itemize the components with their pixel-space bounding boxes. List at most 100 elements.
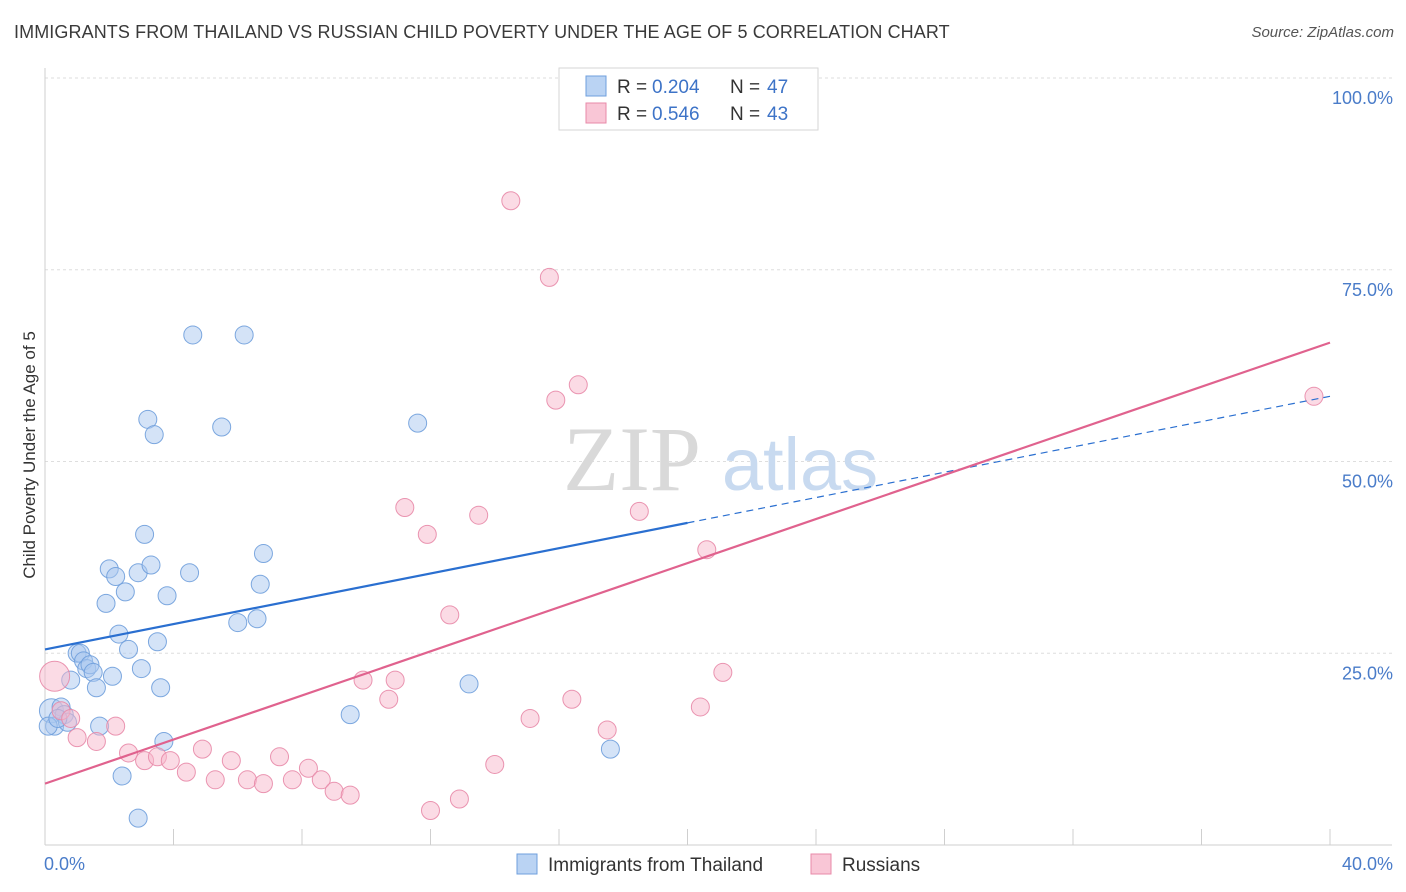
russians-point-15 bbox=[253, 774, 273, 794]
russians-point-3 bbox=[67, 728, 87, 748]
russians-point-5 bbox=[106, 716, 126, 736]
russians-point-35 bbox=[546, 390, 566, 410]
russians-point-9 bbox=[160, 751, 180, 771]
thailand-trend-line bbox=[44, 521, 688, 651]
thailand-point-16 bbox=[102, 666, 122, 686]
russians-point-12 bbox=[205, 770, 225, 790]
russians-point-36 bbox=[562, 689, 582, 709]
russians-point-43 bbox=[1304, 386, 1324, 406]
thailand-point-13 bbox=[90, 716, 110, 736]
thailand-point-32 bbox=[157, 586, 177, 606]
thailand-point-17 bbox=[106, 567, 126, 587]
y-tick-label-25: 25.0% bbox=[1342, 663, 1393, 683]
russians-point-38 bbox=[597, 720, 617, 740]
russians-point-2 bbox=[61, 708, 81, 728]
russians-point-26 bbox=[417, 524, 437, 544]
legend-n-label-russians: N = bbox=[730, 104, 760, 125]
bottom-legend-label-thailand: Immigrants from Thailand bbox=[548, 855, 763, 876]
thailand-point-35 bbox=[212, 417, 232, 437]
thailand-point-39 bbox=[250, 574, 270, 594]
thailand-point-14 bbox=[96, 593, 116, 613]
thailand-point-33 bbox=[180, 563, 200, 583]
thailand-point-42 bbox=[408, 413, 428, 433]
russians-point-17 bbox=[282, 770, 302, 790]
russians-point-25 bbox=[395, 498, 415, 518]
thailand-point-25 bbox=[135, 524, 155, 544]
thailand-trend-extension bbox=[687, 395, 1331, 524]
russians-point-10 bbox=[176, 762, 196, 782]
thailand-point-43 bbox=[459, 674, 479, 694]
legend-n-value-russians: 43 bbox=[767, 104, 788, 125]
x-tick-label-min: 0.0% bbox=[44, 854, 85, 874]
watermark: ZIP atlas bbox=[563, 408, 878, 510]
russians-point-14 bbox=[237, 770, 257, 790]
thailand-point-37 bbox=[234, 325, 254, 345]
y-axis-title: Child Poverty Under the Age of 5 bbox=[20, 331, 39, 579]
legend-swatch-russians bbox=[585, 102, 607, 124]
bottom-legend-label-russians: Russians bbox=[842, 855, 920, 876]
bottom-legend-swatch-thailand bbox=[516, 853, 538, 875]
legend-n-label-thailand: N = bbox=[730, 77, 760, 98]
russians-point-31 bbox=[485, 754, 505, 774]
legend-r-value-russians: 0.546 bbox=[652, 104, 700, 125]
russians-point-32 bbox=[501, 191, 521, 211]
russians-point-13 bbox=[221, 751, 241, 771]
russians-point-19 bbox=[311, 770, 331, 790]
russians-point-23 bbox=[379, 689, 399, 709]
russians-point-0 bbox=[39, 660, 71, 692]
russians-point-42 bbox=[713, 662, 733, 682]
russians-point-18 bbox=[298, 758, 318, 778]
y-tick-label-75: 75.0% bbox=[1342, 280, 1393, 300]
thailand-point-28 bbox=[144, 425, 164, 445]
russians-point-21 bbox=[340, 785, 360, 805]
russians-point-4 bbox=[86, 731, 106, 751]
russians-point-33 bbox=[520, 708, 540, 728]
russians-point-24 bbox=[385, 670, 405, 690]
data-points bbox=[38, 191, 1324, 828]
thailand-point-27 bbox=[141, 555, 161, 575]
legend-n-value-thailand: 47 bbox=[767, 77, 788, 98]
thailand-point-40 bbox=[253, 544, 273, 564]
legend-r-label-russians: R = bbox=[617, 104, 647, 125]
watermark-zip: ZIP bbox=[563, 408, 701, 510]
thailand-point-29 bbox=[147, 632, 167, 652]
russians-point-11 bbox=[192, 739, 212, 759]
trend-lines bbox=[44, 341, 1331, 785]
russians-point-16 bbox=[270, 747, 290, 767]
x-tick-label-max: 40.0% bbox=[1342, 854, 1393, 874]
thailand-point-21 bbox=[119, 639, 139, 659]
legend-r-value-thailand: 0.204 bbox=[652, 77, 700, 98]
russians-point-20 bbox=[324, 781, 344, 801]
thailand-point-22 bbox=[128, 808, 148, 828]
russians-point-40 bbox=[690, 697, 710, 717]
thailand-point-34 bbox=[183, 325, 203, 345]
russians-point-34 bbox=[539, 267, 559, 287]
thailand-point-19 bbox=[112, 766, 132, 786]
bottom-legend: Immigrants from Thailand Russians bbox=[516, 853, 920, 876]
thailand-point-20 bbox=[115, 582, 135, 602]
y-tick-label-100: 100.0% bbox=[1332, 88, 1393, 108]
russians-point-30 bbox=[469, 505, 489, 525]
legend-swatch-thailand bbox=[585, 75, 607, 97]
thailand-point-12 bbox=[86, 678, 106, 698]
russians-trend-line bbox=[44, 341, 1331, 785]
thailand-point-36 bbox=[228, 613, 248, 633]
thailand-point-11 bbox=[83, 662, 103, 682]
bottom-legend-swatch-russians bbox=[810, 853, 832, 875]
chart-title: IMMIGRANTS FROM THAILAND VS RUSSIAN CHIL… bbox=[14, 22, 950, 42]
thailand-point-41 bbox=[340, 705, 360, 725]
thailand-point-38 bbox=[247, 609, 267, 629]
legend: R = 0.204 N = 47 R = 0.546 N = 43 bbox=[558, 67, 819, 131]
gridlines bbox=[45, 77, 1392, 654]
y-tick-labels: 25.0% 50.0% 75.0% 100.0% bbox=[1332, 88, 1393, 683]
y-tick-label-50: 50.0% bbox=[1342, 472, 1393, 492]
thailand-point-44 bbox=[600, 739, 620, 759]
legend-r-label-thailand: R = bbox=[617, 77, 647, 98]
russians-point-39 bbox=[629, 501, 649, 521]
watermark-atlas: atlas bbox=[722, 423, 878, 506]
russians-point-27 bbox=[421, 800, 440, 820]
russians-point-28 bbox=[440, 605, 460, 625]
russians-point-29 bbox=[449, 789, 469, 809]
source-label: Source: ZipAtlas.com bbox=[1251, 24, 1394, 41]
thailand-point-30 bbox=[151, 678, 171, 698]
